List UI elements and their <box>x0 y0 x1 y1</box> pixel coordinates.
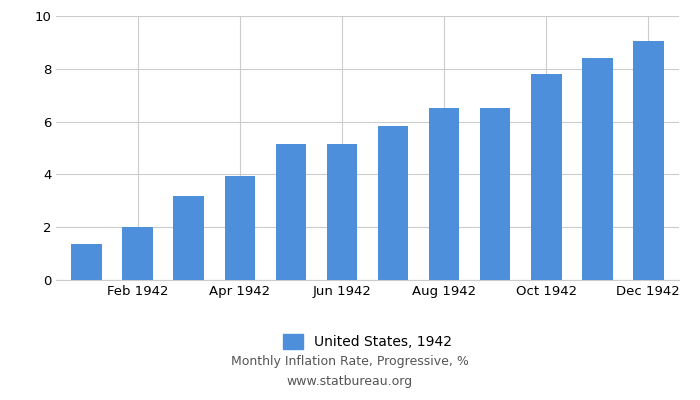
Bar <box>122 227 153 280</box>
Bar <box>378 126 408 280</box>
Bar <box>633 41 664 280</box>
Text: www.statbureau.org: www.statbureau.org <box>287 376 413 388</box>
Legend: United States, 1942: United States, 1942 <box>283 334 452 349</box>
Bar <box>174 196 204 280</box>
Text: Monthly Inflation Rate, Progressive, %: Monthly Inflation Rate, Progressive, % <box>231 356 469 368</box>
Bar <box>71 244 102 280</box>
Bar <box>531 74 561 280</box>
Bar <box>276 144 306 280</box>
Bar <box>582 58 612 280</box>
Bar <box>327 144 357 280</box>
Bar <box>480 108 510 280</box>
Bar <box>429 108 459 280</box>
Bar <box>225 176 256 280</box>
